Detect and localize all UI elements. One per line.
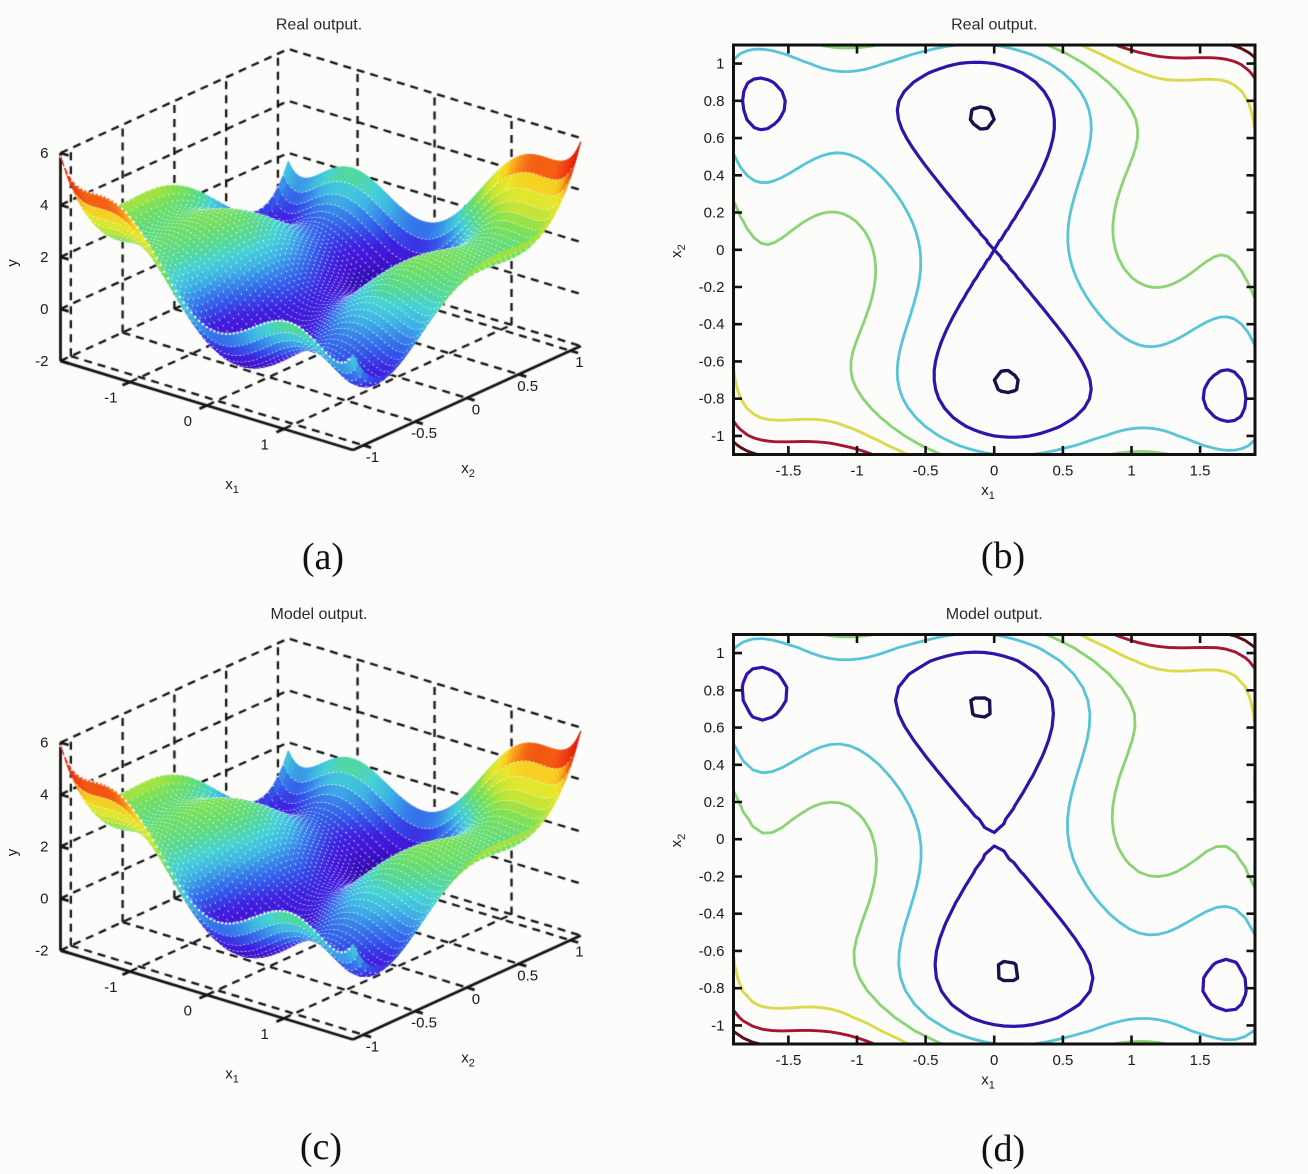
svg-text:x1: x1: [981, 482, 995, 502]
svg-text:Real output.: Real output.: [951, 17, 1037, 34]
svg-text:-1: -1: [104, 979, 117, 996]
svg-text:1: 1: [716, 56, 724, 73]
svg-text:0.8: 0.8: [704, 682, 725, 699]
svg-text:0.6: 0.6: [704, 130, 725, 147]
svg-text:1: 1: [1127, 463, 1135, 480]
svg-text:-0.2: -0.2: [699, 869, 725, 886]
svg-text:-1: -1: [711, 428, 724, 445]
svg-text:Model output.: Model output.: [946, 606, 1043, 623]
svg-text:(a): (a): [302, 536, 344, 578]
svg-text:0: 0: [184, 1003, 192, 1020]
svg-text:y: y: [4, 259, 21, 267]
svg-text:1.5: 1.5: [1190, 1052, 1211, 1069]
svg-text:1.5: 1.5: [1190, 463, 1211, 480]
svg-text:-0.5: -0.5: [411, 1015, 437, 1032]
svg-text:2: 2: [40, 249, 48, 266]
svg-text:-0.6: -0.6: [699, 943, 725, 960]
svg-text:-1.5: -1.5: [775, 463, 801, 480]
svg-text:Model output.: Model output.: [271, 606, 368, 623]
svg-text:Real output.: Real output.: [276, 17, 362, 34]
svg-text:1: 1: [716, 645, 724, 662]
svg-text:-0.8: -0.8: [699, 391, 725, 408]
svg-text:0: 0: [40, 301, 48, 318]
svg-text:1: 1: [261, 436, 269, 453]
svg-text:1: 1: [261, 1026, 269, 1043]
svg-text:x1: x1: [981, 1072, 995, 1092]
svg-text:(c): (c): [300, 1126, 342, 1168]
svg-text:4: 4: [40, 197, 48, 214]
svg-text:0.6: 0.6: [704, 720, 725, 737]
svg-text:-1: -1: [104, 390, 117, 407]
svg-text:0.4: 0.4: [704, 757, 725, 774]
svg-text:x2: x2: [668, 244, 688, 258]
svg-text:-0.4: -0.4: [699, 906, 725, 923]
svg-text:1: 1: [575, 354, 583, 371]
svg-text:(b): (b): [981, 535, 1025, 577]
svg-text:-0.6: -0.6: [699, 353, 725, 370]
svg-text:0: 0: [472, 402, 480, 419]
svg-text:0.5: 0.5: [1052, 463, 1073, 480]
svg-text:-0.4: -0.4: [699, 316, 725, 333]
svg-text:-2: -2: [35, 353, 48, 370]
svg-text:x2: x2: [668, 834, 688, 848]
svg-text:0.5: 0.5: [517, 378, 538, 395]
svg-text:x1: x1: [225, 476, 239, 496]
svg-text:x2: x2: [461, 460, 475, 480]
svg-text:1: 1: [1127, 1052, 1135, 1069]
svg-text:0: 0: [990, 1052, 998, 1069]
svg-text:x2: x2: [461, 1050, 475, 1070]
svg-text:0.5: 0.5: [517, 967, 538, 984]
svg-text:-0.8: -0.8: [699, 980, 725, 997]
svg-text:-1.5: -1.5: [775, 1052, 801, 1069]
svg-text:0.4: 0.4: [704, 167, 725, 184]
svg-text:2: 2: [40, 839, 48, 856]
svg-text:-0.2: -0.2: [699, 279, 725, 296]
svg-text:-0.5: -0.5: [411, 425, 437, 442]
svg-text:0: 0: [184, 413, 192, 430]
svg-text:-1: -1: [850, 1052, 863, 1069]
svg-text:-1: -1: [366, 449, 379, 466]
svg-text:-0.5: -0.5: [913, 463, 939, 480]
svg-text:-0.5: -0.5: [913, 1052, 939, 1069]
svg-text:0: 0: [472, 991, 480, 1008]
svg-text:6: 6: [40, 735, 48, 752]
svg-text:x1: x1: [225, 1066, 239, 1086]
svg-text:0: 0: [40, 890, 48, 907]
svg-text:-2: -2: [35, 942, 48, 959]
svg-text:0: 0: [990, 463, 998, 480]
svg-text:0: 0: [716, 831, 724, 848]
svg-text:0.8: 0.8: [704, 93, 725, 110]
svg-text:0: 0: [716, 242, 724, 259]
svg-text:y: y: [4, 848, 21, 856]
svg-text:0.2: 0.2: [704, 794, 725, 811]
svg-text:6: 6: [40, 145, 48, 162]
svg-text:-1: -1: [850, 463, 863, 480]
svg-text:0.2: 0.2: [704, 205, 725, 222]
svg-text:(d): (d): [981, 1128, 1025, 1170]
svg-text:-1: -1: [711, 1017, 724, 1034]
svg-text:-1: -1: [366, 1038, 379, 1055]
svg-text:1: 1: [575, 944, 583, 961]
svg-text:0.5: 0.5: [1052, 1052, 1073, 1069]
svg-text:4: 4: [40, 787, 48, 804]
